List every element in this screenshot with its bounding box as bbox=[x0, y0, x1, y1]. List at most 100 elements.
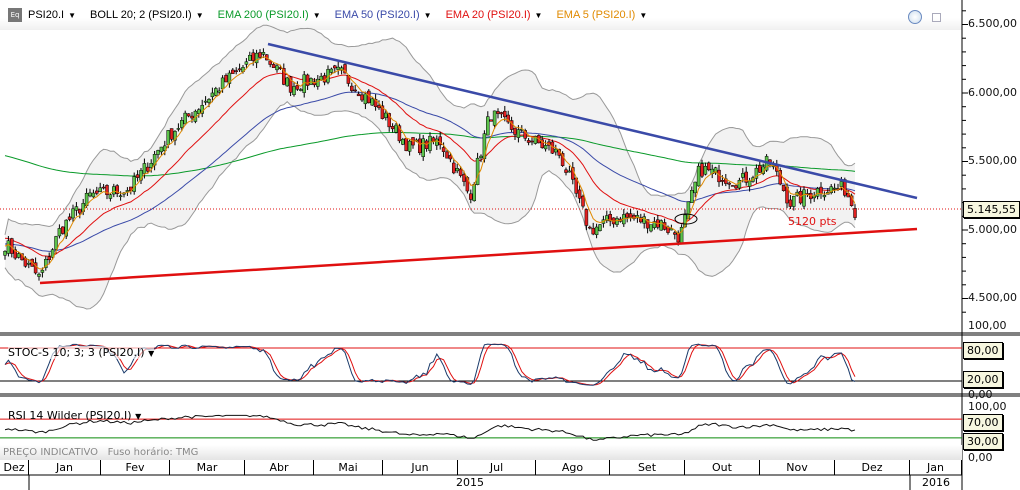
candle-body bbox=[251, 52, 255, 61]
candle-body bbox=[778, 170, 782, 185]
candle-body bbox=[353, 89, 357, 92]
price-tick: 5.000,00 bbox=[968, 223, 1017, 236]
candle-body bbox=[207, 98, 211, 103]
candle-body bbox=[282, 68, 286, 85]
candle-body bbox=[822, 195, 827, 198]
dropdown-arrow-icon[interactable]: ▼ bbox=[423, 11, 432, 20]
dropdown-arrow-icon[interactable]: ▼ bbox=[312, 11, 321, 20]
candle-body bbox=[64, 219, 68, 237]
legend-ema200[interactable]: EMA 200 (PSI20.I) ▼ bbox=[218, 9, 321, 21]
month-label: Fev bbox=[101, 460, 170, 475]
candle-body bbox=[448, 155, 453, 160]
candle-body bbox=[445, 151, 449, 159]
candle-body bbox=[458, 168, 463, 176]
candle-body bbox=[676, 232, 680, 243]
candle-body bbox=[285, 77, 289, 87]
candle-body bbox=[703, 166, 708, 175]
month-label: Jan bbox=[29, 460, 101, 475]
candle-body bbox=[503, 110, 507, 118]
candle-body bbox=[700, 163, 704, 177]
candle-body bbox=[3, 250, 7, 256]
candle-body bbox=[605, 215, 609, 221]
candle-body bbox=[492, 110, 497, 126]
candle-body bbox=[713, 167, 718, 174]
stoch-legend[interactable]: STOC-S 10; 3; 3 (PSI20.I) ▼ bbox=[8, 346, 155, 359]
candle-body bbox=[649, 224, 653, 232]
candle-body bbox=[853, 208, 857, 218]
candle-body bbox=[625, 213, 629, 218]
candle-body bbox=[16, 253, 21, 258]
candle-body bbox=[486, 116, 490, 136]
price-tick: 6.500,00 bbox=[968, 17, 1017, 30]
candle-body bbox=[217, 90, 221, 93]
candle-body bbox=[496, 111, 500, 114]
candle-body bbox=[27, 262, 31, 265]
dropdown-arrow-icon[interactable]: ▼ bbox=[68, 11, 76, 20]
candle-body bbox=[475, 157, 480, 185]
ema200-label: EMA 200 (PSI20.I) bbox=[217, 9, 309, 21]
legend-row: PSI20.I ▼ BOLL 20; 2 (PSI20.I) ▼ EMA 200 (… bbox=[28, 9, 647, 21]
rsi-tick: 100,00 bbox=[968, 400, 1007, 413]
candle-body bbox=[203, 100, 208, 103]
candle-body bbox=[802, 189, 806, 207]
candle-body bbox=[88, 192, 92, 197]
candle-body bbox=[176, 128, 181, 130]
candle-body bbox=[343, 64, 347, 74]
rsi-tick: 0,00 bbox=[968, 451, 993, 464]
candle-body bbox=[533, 135, 538, 144]
dropdown-arrow-icon[interactable]: ▼ bbox=[534, 11, 543, 20]
candle-body bbox=[394, 124, 398, 133]
candle-body bbox=[540, 139, 544, 148]
legend-ema5[interactable]: EMA 5 (PSI20.I) ▼ bbox=[556, 9, 647, 21]
candle-body bbox=[370, 98, 374, 106]
candle-body bbox=[407, 140, 412, 152]
candle-body bbox=[329, 68, 334, 73]
clock-icon[interactable] bbox=[908, 10, 922, 24]
candle-body bbox=[741, 173, 745, 178]
candle-body bbox=[336, 66, 340, 70]
stoch-tick: 0,00 bbox=[968, 388, 993, 401]
candle-body bbox=[843, 179, 847, 196]
candle-body bbox=[594, 226, 599, 235]
candle-body bbox=[530, 140, 534, 143]
resistance-trendline bbox=[267, 42, 918, 200]
month-label: Mar bbox=[170, 460, 245, 475]
legend-ema20[interactable]: EMA 20 (PSI20.I) ▼ bbox=[446, 9, 543, 21]
candle-body bbox=[71, 208, 75, 219]
candle-body bbox=[819, 186, 823, 195]
candle-body bbox=[758, 165, 762, 173]
candle-body bbox=[67, 216, 72, 220]
dropdown-arrow-icon[interactable]: ▼ bbox=[148, 349, 155, 358]
candle-body bbox=[832, 187, 837, 190]
candle-body bbox=[598, 224, 602, 231]
candle-body bbox=[6, 240, 11, 254]
dropdown-arrow-icon[interactable]: ▼ bbox=[639, 11, 648, 20]
highlight-ellipse bbox=[674, 213, 698, 225]
legend-boll[interactable]: BOLL 20; 2 (PSI20.I) ▼ bbox=[90, 9, 204, 21]
legend-ema50[interactable]: EMA 50 (PSI20.I) ▼ bbox=[335, 9, 432, 21]
legend-symbol[interactable]: PSI20.I ▼ bbox=[28, 9, 76, 21]
dropdown-arrow-icon[interactable]: ▼ bbox=[135, 412, 142, 421]
rsi-upper-tag: 70,00 bbox=[963, 414, 1003, 431]
ema5-label: EMA 5 (PSI20.I) bbox=[556, 9, 636, 21]
candle-body bbox=[244, 61, 249, 65]
candle-body bbox=[254, 52, 259, 64]
candle-body bbox=[659, 220, 663, 231]
candle-body bbox=[237, 68, 242, 71]
dropdown-arrow-icon[interactable]: ▼ bbox=[195, 11, 204, 20]
candle-body bbox=[499, 112, 504, 115]
candle-body bbox=[40, 269, 45, 273]
candle-body bbox=[730, 185, 735, 187]
candle-body bbox=[350, 85, 354, 91]
year-label: 2016 bbox=[922, 476, 950, 489]
candle-body bbox=[74, 206, 79, 211]
month-label: Ago bbox=[536, 460, 610, 475]
rsi-legend[interactable]: RSI 14 Wilder (PSI20.I) ▼ bbox=[8, 409, 141, 422]
candle-body bbox=[156, 150, 160, 155]
candle-body bbox=[248, 54, 252, 61]
candle-body bbox=[380, 105, 385, 119]
month-label: Dez bbox=[0, 460, 29, 475]
maximize-icon[interactable] bbox=[932, 13, 941, 22]
candle-body bbox=[210, 92, 215, 98]
